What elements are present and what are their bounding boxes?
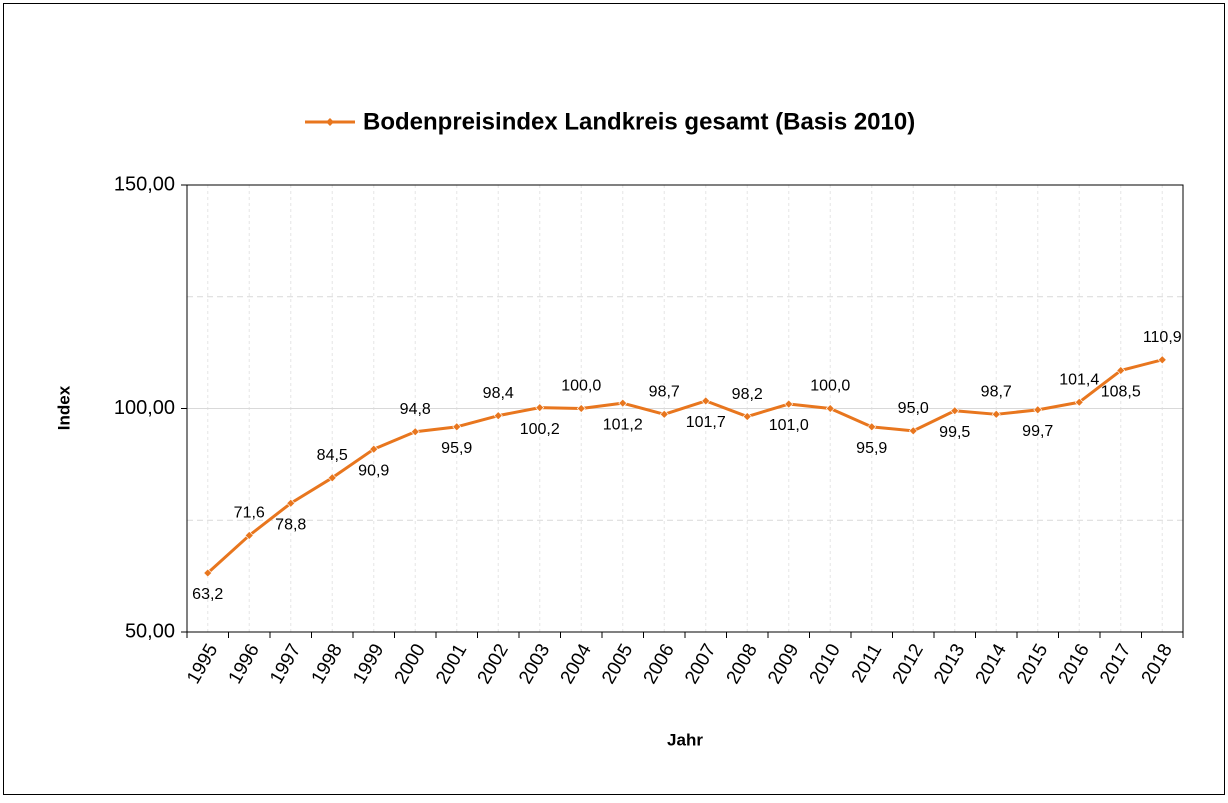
marker (659, 409, 669, 419)
y-tick-label: 50,00 (125, 620, 175, 642)
y-tick-label: 150,00 (114, 173, 175, 195)
marker (825, 404, 835, 413)
data-label: 84,5 (317, 447, 348, 464)
data-label: 98,7 (649, 384, 680, 401)
data-label: 98,7 (981, 384, 1012, 401)
chart-border (3, 3, 1225, 795)
data-label: 98,4 (483, 385, 514, 402)
marker (327, 473, 337, 483)
marker (950, 406, 960, 416)
marker (203, 568, 213, 578)
data-label: 101,4 (1059, 371, 1099, 388)
marker (1033, 405, 1043, 415)
data-label: 101,2 (603, 416, 643, 433)
marker (742, 412, 752, 421)
marker (784, 399, 794, 409)
data-label: 98,2 (732, 386, 763, 403)
data-label: 100,0 (810, 378, 850, 395)
marker (701, 396, 711, 406)
y-axis-label: Index (54, 385, 73, 430)
marker (493, 411, 503, 421)
data-label: 101,0 (769, 417, 809, 434)
marker (867, 422, 877, 432)
data-label: 108,5 (1101, 384, 1141, 401)
marker (618, 398, 628, 408)
y-tick-label: 100,00 (114, 397, 175, 419)
marker (286, 498, 296, 508)
marker (576, 404, 586, 413)
marker (244, 531, 254, 540)
data-label: 95,9 (856, 440, 887, 457)
data-label: 94,8 (400, 401, 431, 418)
x-axis-label: Jahr (667, 730, 703, 749)
marker (1074, 397, 1084, 407)
data-label: 95,0 (898, 400, 929, 417)
legend-marker (326, 118, 334, 126)
marker (452, 422, 462, 432)
marker (908, 426, 918, 436)
marker (410, 427, 420, 437)
data-label: 110,9 (1143, 329, 1182, 346)
data-label: 63,2 (192, 586, 223, 603)
marker (1157, 355, 1167, 365)
data-label: 99,5 (939, 424, 970, 441)
data-label: 100,2 (520, 421, 560, 438)
data-label: 95,9 (441, 440, 472, 457)
data-label: 71,6 (234, 505, 265, 522)
data-label: 90,9 (358, 462, 389, 479)
data-label: 101,7 (686, 414, 726, 431)
marker (369, 444, 379, 454)
legend-label: Bodenpreisindex Landkreis gesamt (Basis … (363, 108, 915, 135)
data-label: 78,8 (275, 516, 306, 533)
marker (535, 403, 545, 413)
data-label: 99,7 (1022, 423, 1053, 440)
series-line (206, 358, 1163, 575)
marker (991, 409, 1001, 419)
data-label: 100,0 (561, 378, 601, 395)
marker (1116, 366, 1126, 375)
